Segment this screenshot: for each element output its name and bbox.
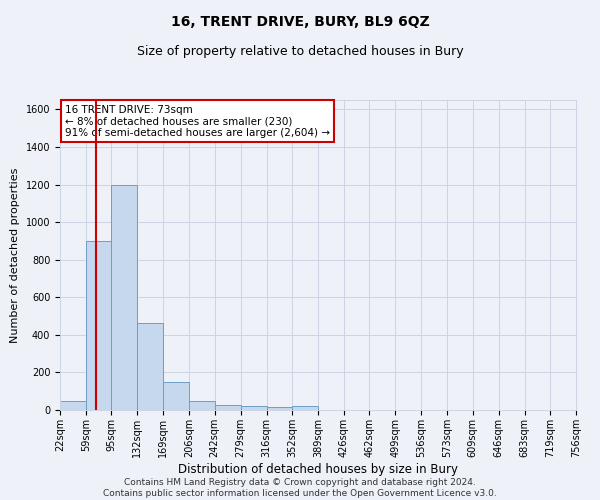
- Bar: [137, 322, 163, 410]
- Bar: [60, 400, 86, 410]
- Text: Contains HM Land Registry data © Crown copyright and database right 2024.
Contai: Contains HM Land Registry data © Crown c…: [103, 478, 497, 498]
- X-axis label: Distribution of detached houses by size in Bury: Distribution of detached houses by size …: [178, 462, 458, 475]
- Y-axis label: Number of detached properties: Number of detached properties: [10, 168, 20, 342]
- Bar: [215, 406, 241, 410]
- Text: 16, TRENT DRIVE, BURY, BL9 6QZ: 16, TRENT DRIVE, BURY, BL9 6QZ: [170, 15, 430, 29]
- Bar: [267, 407, 293, 410]
- Bar: [163, 382, 189, 410]
- Text: 16 TRENT DRIVE: 73sqm
← 8% of detached houses are smaller (230)
91% of semi-deta: 16 TRENT DRIVE: 73sqm ← 8% of detached h…: [65, 104, 330, 138]
- Bar: [292, 406, 318, 410]
- Bar: [112, 186, 137, 410]
- Bar: [241, 406, 266, 410]
- Bar: [190, 400, 215, 410]
- Text: Size of property relative to detached houses in Bury: Size of property relative to detached ho…: [137, 45, 463, 58]
- Bar: [86, 241, 112, 410]
